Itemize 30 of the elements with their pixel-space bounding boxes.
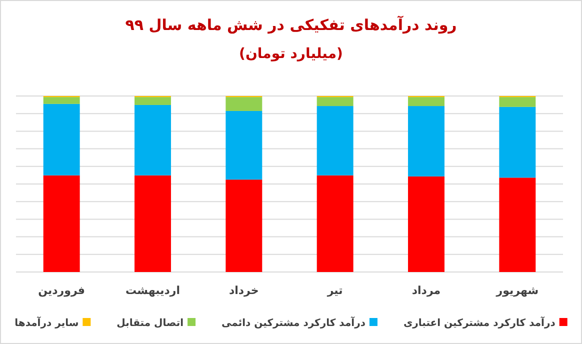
x-tick-label: مرداد bbox=[412, 284, 441, 297]
bar bbox=[226, 180, 262, 272]
bar bbox=[134, 104, 171, 176]
bar bbox=[316, 175, 354, 272]
bar bbox=[499, 178, 536, 272]
legend-label: سایر درآمدها bbox=[14, 316, 79, 329]
legend-label: درآمد کارکرد مشترکین دائمی bbox=[222, 316, 366, 329]
x-tick-label: شهریور bbox=[495, 284, 539, 297]
bar bbox=[408, 176, 444, 272]
bar bbox=[134, 97, 171, 105]
x-tick-label: فروردین bbox=[38, 284, 86, 297]
bar bbox=[408, 97, 444, 106]
chart-title: روند درآمدهای تفکیکی در شش ماهه سال ۹۹ bbox=[125, 15, 457, 34]
bar bbox=[499, 97, 536, 107]
bar bbox=[43, 175, 80, 272]
x-tick-label: خرداد bbox=[228, 284, 259, 297]
legend-label: درآمد کارکرد مشترکین اعتباری bbox=[403, 316, 556, 329]
bar bbox=[226, 97, 262, 111]
bar bbox=[316, 106, 354, 176]
bar bbox=[408, 106, 444, 176]
bar bbox=[43, 97, 80, 104]
chart-subtitle: (میلیارد تومان) bbox=[239, 46, 343, 62]
x-tick-label: اردیبهشت bbox=[126, 284, 180, 297]
bar bbox=[134, 175, 171, 272]
bar bbox=[316, 97, 354, 106]
legend-label: اتصال متقابل bbox=[116, 318, 184, 329]
bar bbox=[499, 106, 536, 178]
x-tick-label: تیر bbox=[326, 284, 343, 297]
bar bbox=[43, 104, 80, 176]
bar bbox=[226, 110, 262, 180]
